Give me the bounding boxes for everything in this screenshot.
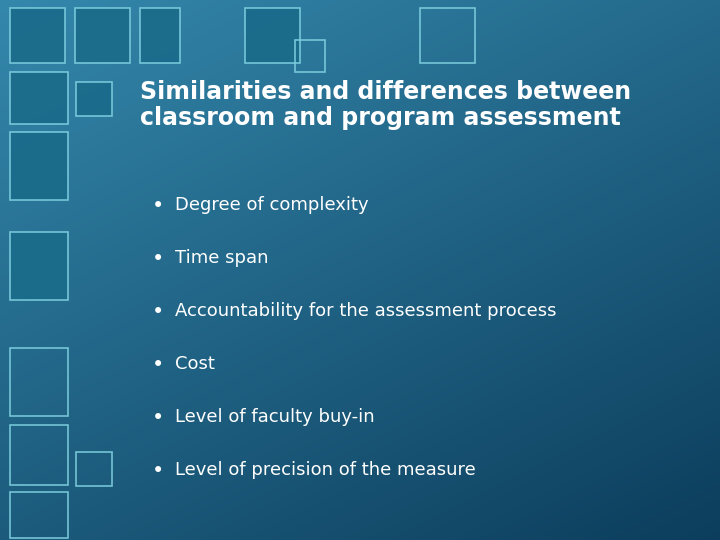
Bar [295, 40, 325, 72]
Text: Time span: Time span [175, 249, 269, 267]
Bar [76, 82, 112, 116]
Bar [140, 8, 180, 63]
Bar [76, 452, 112, 486]
Text: •: • [152, 355, 164, 375]
Text: •: • [152, 196, 164, 216]
Bar [10, 232, 68, 300]
Bar [75, 8, 130, 63]
Text: •: • [152, 408, 164, 428]
Bar [10, 72, 68, 124]
Text: Level of precision of the measure: Level of precision of the measure [175, 461, 476, 479]
Text: •: • [152, 461, 164, 481]
Text: Similarities and differences between: Similarities and differences between [140, 80, 631, 104]
Text: •: • [152, 249, 164, 269]
Text: Accountability for the assessment process: Accountability for the assessment proces… [175, 302, 557, 320]
Text: •: • [152, 302, 164, 322]
Bar [10, 132, 68, 200]
Bar [420, 8, 475, 63]
Bar [10, 492, 68, 538]
Text: classroom and program assessment: classroom and program assessment [140, 106, 621, 130]
Bar [245, 8, 300, 63]
Bar [10, 425, 68, 485]
Text: Level of faculty buy-in: Level of faculty buy-in [175, 408, 374, 426]
Bar [10, 8, 65, 63]
Text: Degree of complexity: Degree of complexity [175, 196, 369, 214]
Text: Cost: Cost [175, 355, 215, 373]
Bar [10, 348, 68, 416]
